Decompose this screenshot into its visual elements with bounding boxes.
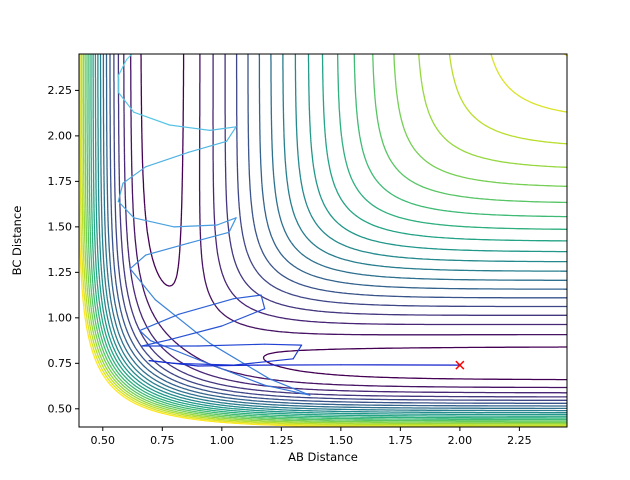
trajectory-segment — [145, 151, 190, 168]
contour-level-15 — [84, 54, 567, 423]
trajectory-segment — [233, 294, 262, 300]
contour-level-18 — [79, 54, 567, 427]
trajectory-segment — [268, 378, 311, 396]
contour-lines — [79, 54, 567, 427]
trajectory-segment — [233, 358, 294, 366]
trajectory-segment — [173, 224, 218, 228]
contour-level-9 — [97, 54, 567, 414]
y-tick-label: 2.25 — [48, 84, 73, 97]
trajectory-segment — [149, 340, 204, 363]
contour-level-17 — [81, 54, 567, 426]
y-tick-label: 1.25 — [48, 266, 73, 279]
trajectory-segment — [154, 299, 211, 344]
x-tick-label: 2.00 — [448, 434, 473, 447]
contour-level-6 — [105, 54, 567, 407]
x-tick-label: 1.00 — [210, 434, 235, 447]
contour-level-3 — [117, 54, 567, 398]
contour-level-11 — [92, 54, 567, 417]
trajectory-segment — [173, 362, 235, 366]
x-tick-label: 2.25 — [507, 434, 532, 447]
trajectory-segment — [197, 364, 259, 367]
trajectory-segment — [264, 343, 303, 346]
trajectory-segment — [168, 325, 223, 341]
trajectory-segment — [221, 308, 266, 327]
contour-level-5 — [109, 54, 567, 404]
contour-level-8 — [99, 54, 567, 412]
y-tick-label: 1.75 — [48, 175, 73, 188]
trajectory-segment — [226, 126, 237, 142]
trajectory-segment — [126, 54, 133, 61]
trajectory-segment — [148, 360, 199, 367]
x-tick-label: 0.75 — [150, 434, 175, 447]
trajectory-segment — [209, 342, 270, 380]
trajectory-segment — [260, 294, 266, 310]
y-tick-label: 0.75 — [48, 357, 73, 370]
trajectory — [117, 54, 461, 396]
trajectory-segment — [117, 182, 124, 202]
trajectory-segment — [216, 217, 237, 226]
contour-level-2 — [123, 54, 567, 394]
contour-level-16 — [82, 54, 567, 425]
contour-level-4 — [113, 54, 567, 401]
contour-level-0 — [140, 54, 567, 381]
trajectory-segment — [141, 339, 171, 347]
x-tick-label: 1.25 — [269, 434, 294, 447]
trajectory-segment — [129, 254, 147, 270]
trajectory-segment — [129, 268, 156, 301]
trajectory-segment — [178, 298, 235, 315]
y-axis: 0.50 0.75 1.00 1.25 1.50 1.75 2.00 2.25 — [48, 84, 79, 416]
x-tick-label: 1.75 — [388, 434, 413, 447]
contour-level-1 — [130, 54, 567, 389]
contour-level-13 — [88, 54, 567, 421]
x-tick-label: 0.50 — [91, 434, 116, 447]
trajectory-segment — [264, 384, 311, 396]
y-axis-label: BC Distance — [10, 206, 24, 276]
y-tick-label: 1.50 — [48, 221, 73, 234]
trajectory-segment — [168, 124, 211, 131]
end-marker-x — [455, 360, 465, 370]
contour-level-12 — [90, 54, 567, 419]
trajectory-segment — [145, 242, 190, 256]
trajectory-segment — [187, 140, 228, 153]
trajectory-segment — [133, 217, 175, 228]
y-tick-label: 2.00 — [48, 130, 73, 143]
trajectory-segment — [187, 231, 230, 244]
trajectory-segment — [133, 111, 171, 126]
contour-level-10 — [94, 54, 567, 416]
trajectory-segment — [139, 330, 151, 342]
x-axis-label: AB Distance — [288, 450, 358, 464]
contour-level-14 — [86, 54, 567, 422]
x-axis: 0.50 0.75 1.00 1.25 1.50 1.75 2.00 2.25 — [91, 427, 532, 447]
y-tick-label: 0.50 — [48, 403, 73, 416]
x-tick-label: 1.50 — [329, 434, 354, 447]
trajectory-segment — [117, 58, 128, 77]
contour-level-7 — [102, 54, 567, 410]
axes-frame — [78, 53, 568, 428]
trajectory-segment — [117, 200, 135, 219]
trajectory-segment — [228, 217, 237, 233]
y-tick-label: 1.00 — [48, 312, 73, 325]
trajectory-segment — [117, 91, 135, 113]
trajectory-segment — [122, 166, 147, 184]
trajectory-segment — [197, 343, 266, 347]
trajectory-segment — [209, 126, 237, 131]
trajectory-segment — [292, 344, 303, 360]
trajectory-segment — [139, 313, 180, 332]
